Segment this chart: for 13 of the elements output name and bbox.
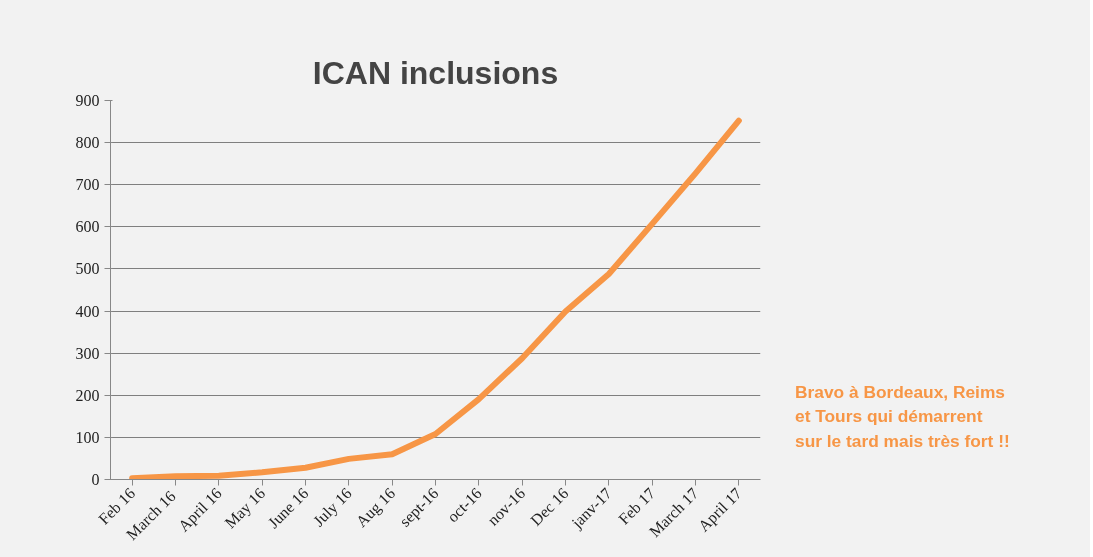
y-tick-label: 100	[75, 428, 100, 446]
y-tick-label: 0	[91, 471, 100, 488]
y-tick-label: 600	[75, 218, 100, 236]
y-tick-label: 700	[75, 176, 100, 194]
y-tick-label: 900	[75, 92, 100, 109]
y-tick-label: 400	[75, 302, 100, 320]
y-tick-label: 500	[75, 260, 100, 278]
y-tick-label: 800	[75, 134, 100, 152]
text: Bravo à Bordeaux, Reims et Tours qui démarrent sur le tard mais très fort !!	[795, 381, 1010, 453]
x-tick-label: Dec 16	[527, 484, 572, 529]
y-tick-label: 200	[75, 386, 100, 404]
y-tick-label: 300	[75, 344, 100, 362]
chart-title: ICAN inclusions	[312, 54, 559, 91]
